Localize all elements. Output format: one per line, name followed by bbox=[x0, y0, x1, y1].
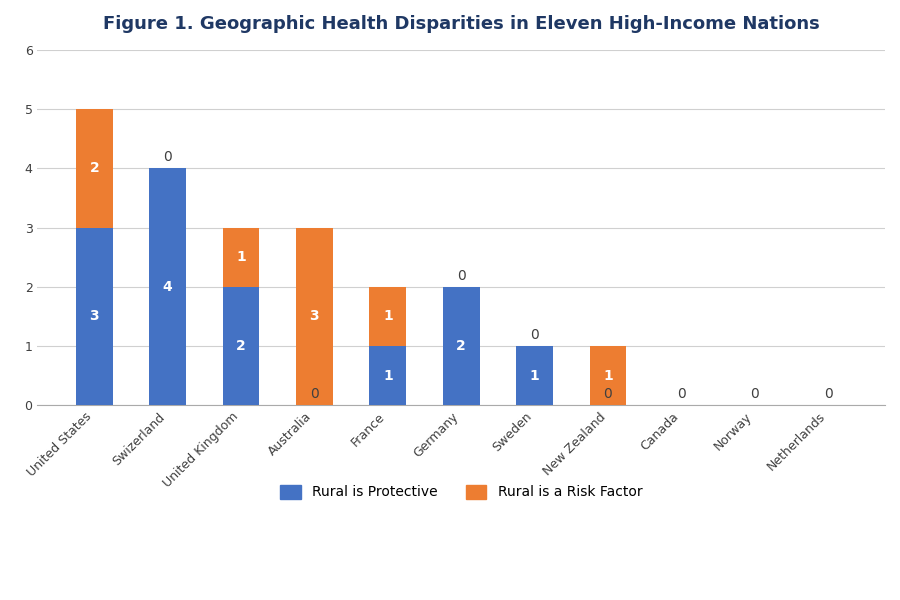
Bar bbox=[76, 109, 112, 227]
Text: 1: 1 bbox=[530, 369, 539, 383]
Text: 0: 0 bbox=[163, 150, 172, 164]
Bar bbox=[76, 227, 112, 406]
Title: Figure 1. Geographic Health Disparities in Eleven High-Income Nations: Figure 1. Geographic Health Disparities … bbox=[103, 15, 820, 33]
Text: 0: 0 bbox=[604, 387, 612, 401]
Bar bbox=[149, 169, 186, 406]
Bar bbox=[443, 287, 480, 406]
Bar bbox=[222, 287, 259, 406]
Bar bbox=[296, 227, 333, 406]
Text: 0: 0 bbox=[530, 328, 539, 342]
Legend: Rural is Protective, Rural is a Risk Factor: Rural is Protective, Rural is a Risk Fac… bbox=[274, 479, 648, 505]
Text: 0: 0 bbox=[310, 387, 319, 401]
Text: 1: 1 bbox=[382, 310, 392, 323]
Text: 1: 1 bbox=[382, 369, 392, 383]
Bar bbox=[370, 346, 406, 406]
Text: 3: 3 bbox=[89, 310, 99, 323]
Bar bbox=[370, 287, 406, 346]
Text: 0: 0 bbox=[824, 387, 832, 401]
Text: 0: 0 bbox=[457, 269, 465, 283]
Text: 1: 1 bbox=[236, 250, 246, 264]
Text: 2: 2 bbox=[236, 339, 246, 353]
Bar bbox=[222, 227, 259, 287]
Text: 1: 1 bbox=[603, 369, 613, 383]
Text: 2: 2 bbox=[456, 339, 466, 353]
Bar bbox=[590, 346, 626, 406]
Text: 4: 4 bbox=[163, 280, 173, 294]
Text: 0: 0 bbox=[751, 387, 759, 401]
Text: 0: 0 bbox=[677, 387, 686, 401]
Bar bbox=[517, 346, 553, 406]
Text: 2: 2 bbox=[89, 161, 99, 175]
Text: 3: 3 bbox=[310, 310, 320, 323]
